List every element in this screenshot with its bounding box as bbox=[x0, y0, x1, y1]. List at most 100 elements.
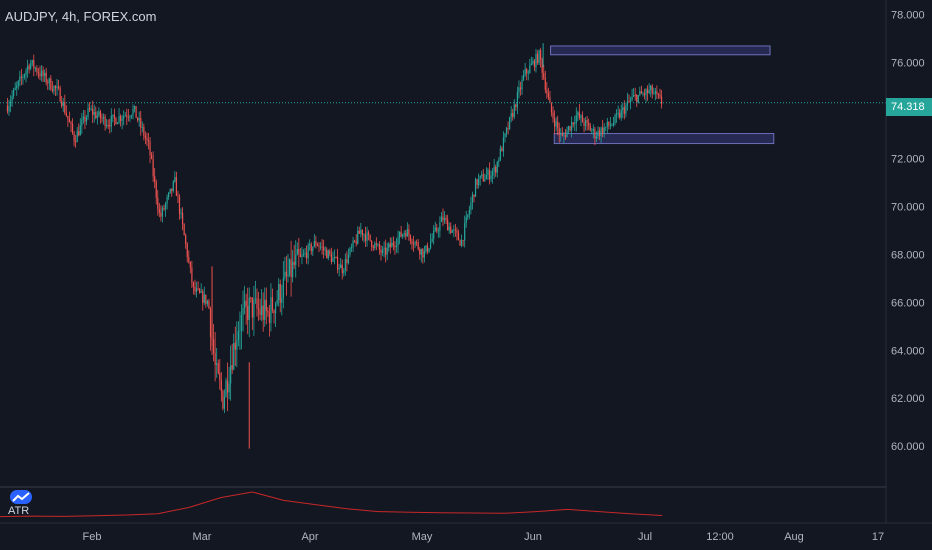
y-axis[interactable]: 78.00076.00074.00072.00070.00068.00066.0… bbox=[891, 9, 925, 453]
candle-body bbox=[161, 207, 164, 217]
candle-body bbox=[344, 259, 346, 271]
candle-body bbox=[202, 291, 204, 303]
candle-body bbox=[208, 300, 210, 309]
candle-body bbox=[460, 240, 463, 246]
candle-body bbox=[440, 216, 443, 223]
candle-body bbox=[281, 297, 283, 303]
candle-body bbox=[144, 136, 146, 139]
candle-body bbox=[242, 308, 244, 316]
candle-body bbox=[160, 212, 162, 217]
candle-body bbox=[496, 161, 498, 173]
candle-body bbox=[14, 88, 16, 90]
candle-body bbox=[372, 246, 374, 249]
candle-body bbox=[526, 69, 528, 74]
candle-body bbox=[70, 122, 72, 124]
candle-body bbox=[434, 227, 436, 231]
candle-body bbox=[171, 188, 173, 192]
candle-body bbox=[639, 91, 641, 95]
candle-body bbox=[518, 87, 520, 93]
candle-body bbox=[288, 259, 291, 275]
candle-body bbox=[657, 94, 660, 95]
candle-body bbox=[33, 60, 35, 69]
candles-layer bbox=[6, 43, 663, 449]
candle-body bbox=[597, 130, 599, 137]
candle-body bbox=[307, 245, 309, 259]
candle-body bbox=[560, 134, 562, 136]
candle-body bbox=[605, 126, 607, 128]
candle-body bbox=[617, 112, 619, 115]
candle-body bbox=[231, 365, 233, 370]
candle-body bbox=[366, 232, 368, 241]
candle-body bbox=[333, 257, 336, 258]
candle-body bbox=[166, 197, 168, 204]
candle-body bbox=[200, 291, 202, 293]
candle-body bbox=[175, 177, 177, 196]
x-axis[interactable]: Feb Mar Apr May Jun Jul 12:00 Aug 17 bbox=[83, 531, 885, 543]
atr-indicator[interactable]: ATR bbox=[8, 490, 34, 518]
symbol-title[interactable]: AUDJPY, 4h, FOREX.com bbox=[5, 9, 157, 24]
candle-body bbox=[53, 86, 55, 92]
candle-body bbox=[37, 72, 40, 74]
candle-body bbox=[378, 244, 381, 250]
candle-body bbox=[335, 257, 337, 258]
candle-body bbox=[45, 72, 47, 83]
candle-body bbox=[580, 115, 582, 118]
candle-body bbox=[34, 68, 36, 69]
candle-body bbox=[106, 125, 108, 127]
candle-body bbox=[107, 125, 109, 126]
candle-body bbox=[25, 70, 27, 75]
candle-body bbox=[39, 73, 41, 77]
y-tick-label: 64.000 bbox=[891, 345, 925, 357]
candle-body bbox=[110, 115, 112, 127]
candle-body bbox=[358, 230, 360, 234]
candle-body bbox=[118, 115, 120, 123]
candle-body bbox=[350, 247, 353, 249]
candle-body bbox=[643, 93, 646, 96]
candle-body bbox=[78, 131, 80, 136]
candle-body bbox=[395, 245, 398, 248]
candle-body bbox=[364, 234, 367, 241]
candle-body bbox=[566, 130, 568, 138]
candle-body bbox=[247, 305, 249, 320]
y-tick-label: 78.000 bbox=[891, 9, 925, 21]
candle-body bbox=[47, 82, 49, 84]
candle-body bbox=[485, 174, 487, 180]
candle-body bbox=[524, 69, 526, 75]
y-tick-label: 62.000 bbox=[891, 393, 925, 405]
candle-body bbox=[457, 232, 460, 241]
candle-body bbox=[484, 179, 486, 182]
candle-body bbox=[397, 237, 399, 246]
candle-body bbox=[454, 229, 456, 231]
candle-body bbox=[442, 216, 444, 221]
candle-body bbox=[324, 249, 326, 251]
candle-body bbox=[629, 99, 632, 102]
x-tick-label: 12:00 bbox=[706, 531, 734, 543]
candle-body bbox=[214, 352, 216, 365]
candle-body bbox=[493, 166, 495, 172]
candle-body bbox=[341, 264, 343, 274]
candle-body bbox=[253, 299, 255, 318]
candle-body bbox=[102, 116, 105, 119]
candle-body bbox=[87, 108, 89, 117]
x-tick-label: Feb bbox=[83, 531, 102, 543]
candle-body bbox=[115, 118, 117, 125]
candle-body bbox=[588, 122, 590, 126]
candle-body bbox=[140, 118, 142, 128]
candle-body bbox=[228, 383, 230, 393]
candle-body bbox=[268, 312, 270, 323]
candle-body bbox=[357, 230, 359, 244]
candle-body bbox=[355, 241, 357, 244]
candle-body bbox=[19, 76, 21, 81]
candle-body bbox=[240, 315, 243, 331]
candle-body bbox=[181, 212, 184, 225]
candle-body bbox=[646, 89, 649, 94]
candle-body bbox=[319, 246, 322, 248]
candle-body bbox=[360, 229, 362, 234]
candle-body bbox=[609, 125, 611, 127]
candle-body bbox=[385, 247, 387, 255]
candle-body bbox=[270, 297, 272, 323]
candle-body bbox=[318, 245, 320, 247]
candle-body bbox=[13, 89, 15, 97]
candle-body bbox=[371, 240, 373, 247]
